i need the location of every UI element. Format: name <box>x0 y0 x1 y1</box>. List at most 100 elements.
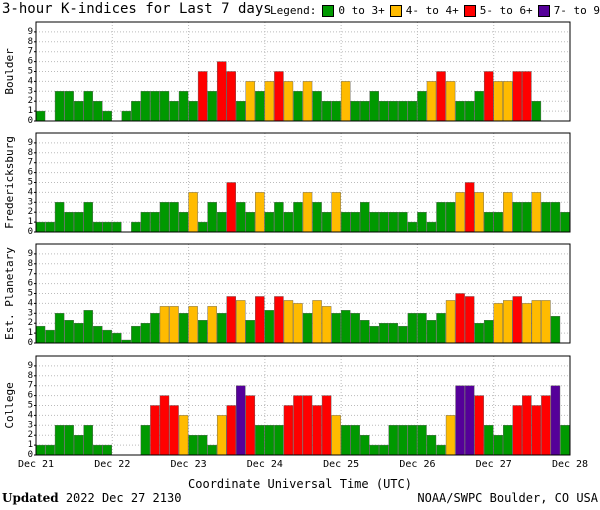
bar <box>455 100 465 122</box>
bar <box>464 296 475 344</box>
y-tick-label: 9 <box>28 361 33 371</box>
bar <box>522 202 532 233</box>
bar <box>464 182 475 233</box>
bar <box>54 313 65 344</box>
bar <box>436 202 446 233</box>
bar <box>178 415 189 456</box>
bar <box>379 100 389 122</box>
bar <box>112 221 122 233</box>
bar <box>150 211 160 233</box>
y-tick-label: 7 <box>28 381 33 391</box>
bar <box>312 202 322 233</box>
bar <box>159 395 170 456</box>
bar <box>83 91 93 122</box>
bar <box>340 211 351 233</box>
bar <box>197 435 208 456</box>
bar <box>302 395 313 456</box>
y-tick-label: 0 <box>28 338 33 348</box>
bar <box>64 425 74 456</box>
bar <box>45 329 55 344</box>
bar <box>531 300 542 344</box>
bar <box>216 61 227 122</box>
bar <box>455 293 465 344</box>
bar <box>340 310 351 344</box>
bar <box>131 221 141 233</box>
bar <box>121 110 132 122</box>
bar <box>293 395 303 456</box>
bar <box>541 300 551 344</box>
legend-text-red: 5- to 6+ <box>479 4 533 17</box>
x-axis-label: Coordinate Universal Time (UTC) <box>188 477 412 491</box>
y-tick-label: 3 <box>28 197 33 207</box>
y-tick-label: 8 <box>28 37 33 47</box>
legend-text-purple: 7- to 9 <box>553 4 600 17</box>
bar <box>331 192 341 233</box>
updated-timestamp: Updated 2022 Dec 27 2130 <box>2 491 181 505</box>
bar <box>188 306 198 344</box>
bar <box>407 313 418 344</box>
bar <box>388 323 399 344</box>
y-tick-label: 1 <box>28 217 33 227</box>
legend-text-green: 0 to 3+ <box>338 4 385 17</box>
y-tick-label: 8 <box>28 259 33 269</box>
bar <box>360 202 370 233</box>
y-tick-label: 5 <box>28 178 33 188</box>
panel-name: Fredericksburg <box>3 136 16 229</box>
bar <box>178 313 189 344</box>
updated-label: Updated <box>2 491 59 505</box>
bar <box>369 211 379 233</box>
bar <box>321 211 332 233</box>
y-tick-label: 7 <box>28 269 33 279</box>
y-tick-label: 9 <box>28 138 33 148</box>
bar <box>255 425 265 456</box>
bar <box>216 211 227 233</box>
bar <box>503 425 513 456</box>
legend-swatch-orange <box>389 4 402 17</box>
panel-name: College <box>3 382 16 428</box>
legend-swatch-green <box>322 4 335 17</box>
bar <box>197 221 208 233</box>
bar <box>474 91 484 122</box>
y-tick-label: 6 <box>28 57 33 67</box>
bar <box>216 415 227 456</box>
bar <box>350 211 360 233</box>
updated-value: 2022 Dec 27 2130 <box>65 491 182 505</box>
bar <box>178 91 189 122</box>
bar <box>45 444 55 456</box>
bar <box>331 415 341 456</box>
bar <box>207 202 217 233</box>
k-index-chart: 0123456789Boulder0123456789Fredericksbur… <box>3 21 588 470</box>
bar <box>35 221 46 233</box>
bar <box>45 221 55 233</box>
bar <box>207 306 217 344</box>
bar <box>112 332 122 344</box>
y-tick-label: 4 <box>28 410 33 420</box>
bar <box>102 444 112 456</box>
bar <box>150 405 160 456</box>
y-tick-label: 7 <box>28 47 33 57</box>
y-tick-label: 5 <box>28 289 33 299</box>
bar <box>474 395 484 456</box>
bar <box>483 320 494 344</box>
x-tick-label: Dec 25 <box>323 459 359 470</box>
bar <box>550 202 561 233</box>
bar <box>293 303 303 344</box>
bar <box>369 325 379 344</box>
y-tick-label: 5 <box>28 67 33 77</box>
bar <box>102 329 112 344</box>
bar <box>350 100 360 122</box>
panel-name: Est. Planetary <box>3 247 16 340</box>
bar <box>83 202 93 233</box>
bar <box>236 100 246 122</box>
bar <box>264 310 275 344</box>
bar <box>245 395 256 456</box>
bar <box>312 91 322 122</box>
bar <box>503 192 513 233</box>
bar <box>131 325 141 344</box>
bar <box>388 211 399 233</box>
bar <box>417 211 427 233</box>
y-tick-label: 3 <box>28 420 33 430</box>
